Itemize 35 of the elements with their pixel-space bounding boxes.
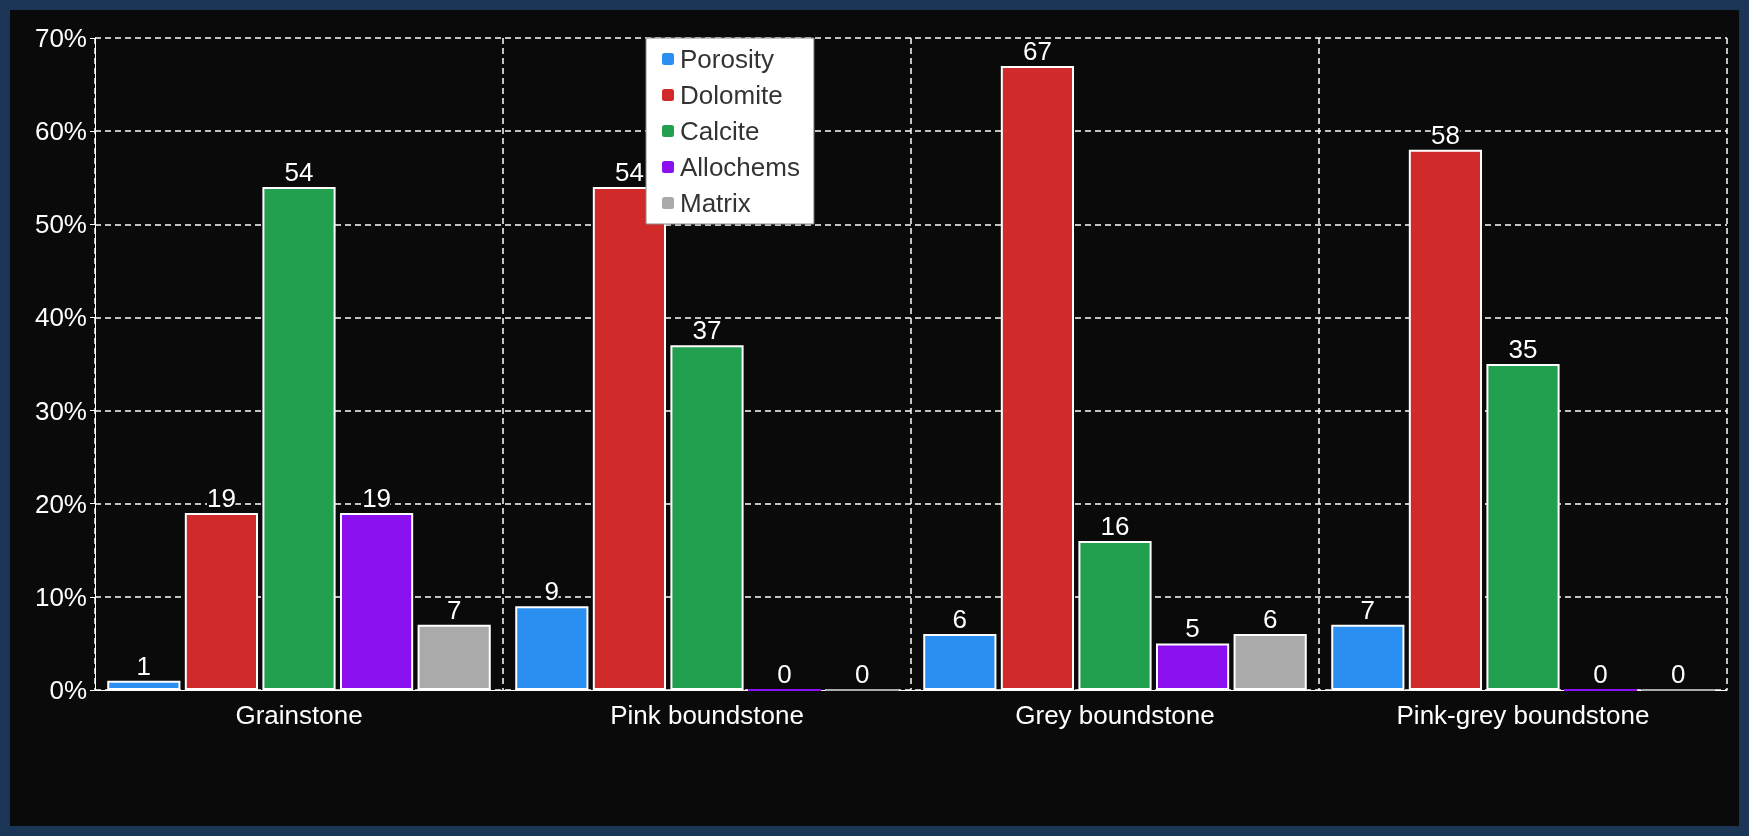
x-tick-label: Pink-grey boundstone	[1396, 700, 1650, 730]
legend-label: Dolomite	[680, 80, 783, 110]
data-label: 58	[1430, 119, 1460, 150]
y-tick-label: 40%	[34, 302, 87, 333]
data-label: 0	[777, 659, 792, 689]
data-label: 5	[1185, 613, 1200, 644]
data-label: 0	[1593, 659, 1608, 689]
legend-label: Porosity	[680, 44, 774, 74]
y-tick-label: 60%	[34, 116, 87, 147]
data-label: 54	[284, 157, 314, 188]
data-label: 16	[1100, 510, 1130, 541]
data-label: 67	[1022, 35, 1052, 66]
y-tick-label: 10%	[34, 581, 87, 612]
legend-label: Matrix	[680, 188, 751, 218]
data-label: 37	[692, 315, 722, 346]
data-label: 0	[1670, 659, 1686, 689]
x-tick-label: Grey boundstone	[1015, 700, 1215, 730]
data-label: 7	[446, 594, 462, 625]
data-label: 0	[854, 659, 870, 689]
y-tick-label: 0%	[49, 675, 87, 705]
data-label: 35	[1508, 334, 1538, 364]
data-label: 19	[206, 483, 236, 514]
y-tick-label: 20%	[34, 488, 87, 519]
y-tick-label: 30%	[34, 395, 87, 426]
legend-label: Allochems	[680, 152, 800, 182]
data-label: 6	[952, 604, 968, 635]
legend-label: Calcite	[680, 116, 760, 146]
data-label: 6	[1262, 604, 1278, 635]
data-label: 1	[136, 650, 152, 681]
y-tick-label: 50%	[34, 209, 87, 240]
x-tick-label: Grainstone	[235, 700, 363, 730]
data-label: 7	[1360, 594, 1376, 625]
x-tick-label: Pink boundstone	[610, 700, 804, 730]
y-tick-label: 70%	[34, 23, 87, 53]
data-label: 54	[614, 157, 644, 188]
